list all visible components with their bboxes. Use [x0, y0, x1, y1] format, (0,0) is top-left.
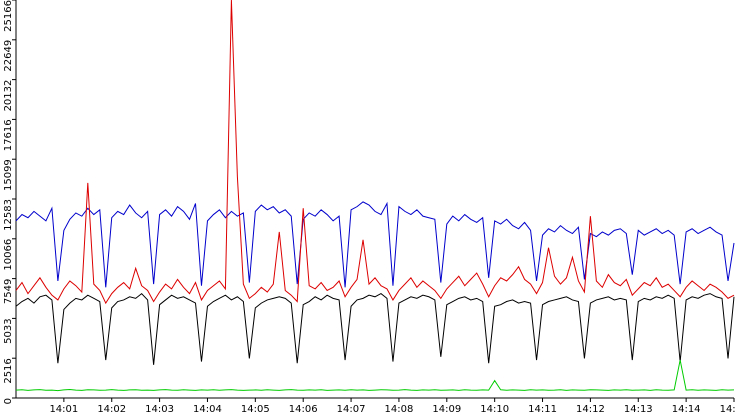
x-tick-label: 14:06: [289, 404, 318, 415]
y-tick-label: 10066: [3, 239, 14, 271]
x-tick-label: 14:11: [528, 404, 557, 415]
x-tick-label: 14:05: [241, 404, 270, 415]
series-line: [15, 0, 735, 305]
y-tick-label: 7549: [3, 279, 14, 304]
x-tick-label: 14:07: [337, 404, 366, 415]
x-tick-label: 14:15: [720, 404, 735, 415]
y-tick-label: 20132: [3, 80, 14, 112]
y-tick-label: 15099: [3, 159, 14, 191]
x-tick-label: 14:10: [480, 404, 509, 415]
y-tick-label: 22649: [3, 40, 14, 72]
x-tick-label: 14:14: [672, 404, 701, 415]
x-tick-label: 14:08: [385, 404, 414, 415]
x-tick-label: 14:04: [193, 404, 222, 415]
x-tick-label: 14:03: [145, 404, 174, 415]
series-line: [15, 359, 735, 392]
y-tick-label: 25166: [3, 0, 14, 32]
series-line: [15, 201, 735, 288]
y-tick-label: 17616: [3, 119, 14, 151]
y-tick-label: 5033: [3, 318, 14, 343]
x-tick-label: 14:12: [576, 404, 605, 415]
y-tick-label: 12583: [3, 199, 14, 231]
x-tick-label: 14:02: [97, 404, 126, 415]
series-line: [15, 292, 735, 365]
x-tick-label: 14:13: [624, 404, 653, 415]
y-tick-label: 0: [3, 398, 14, 404]
y-tick-label: 2516: [3, 358, 14, 383]
x-tick-label: 14:01: [49, 404, 78, 415]
x-tick-label: 14:09: [432, 404, 461, 415]
